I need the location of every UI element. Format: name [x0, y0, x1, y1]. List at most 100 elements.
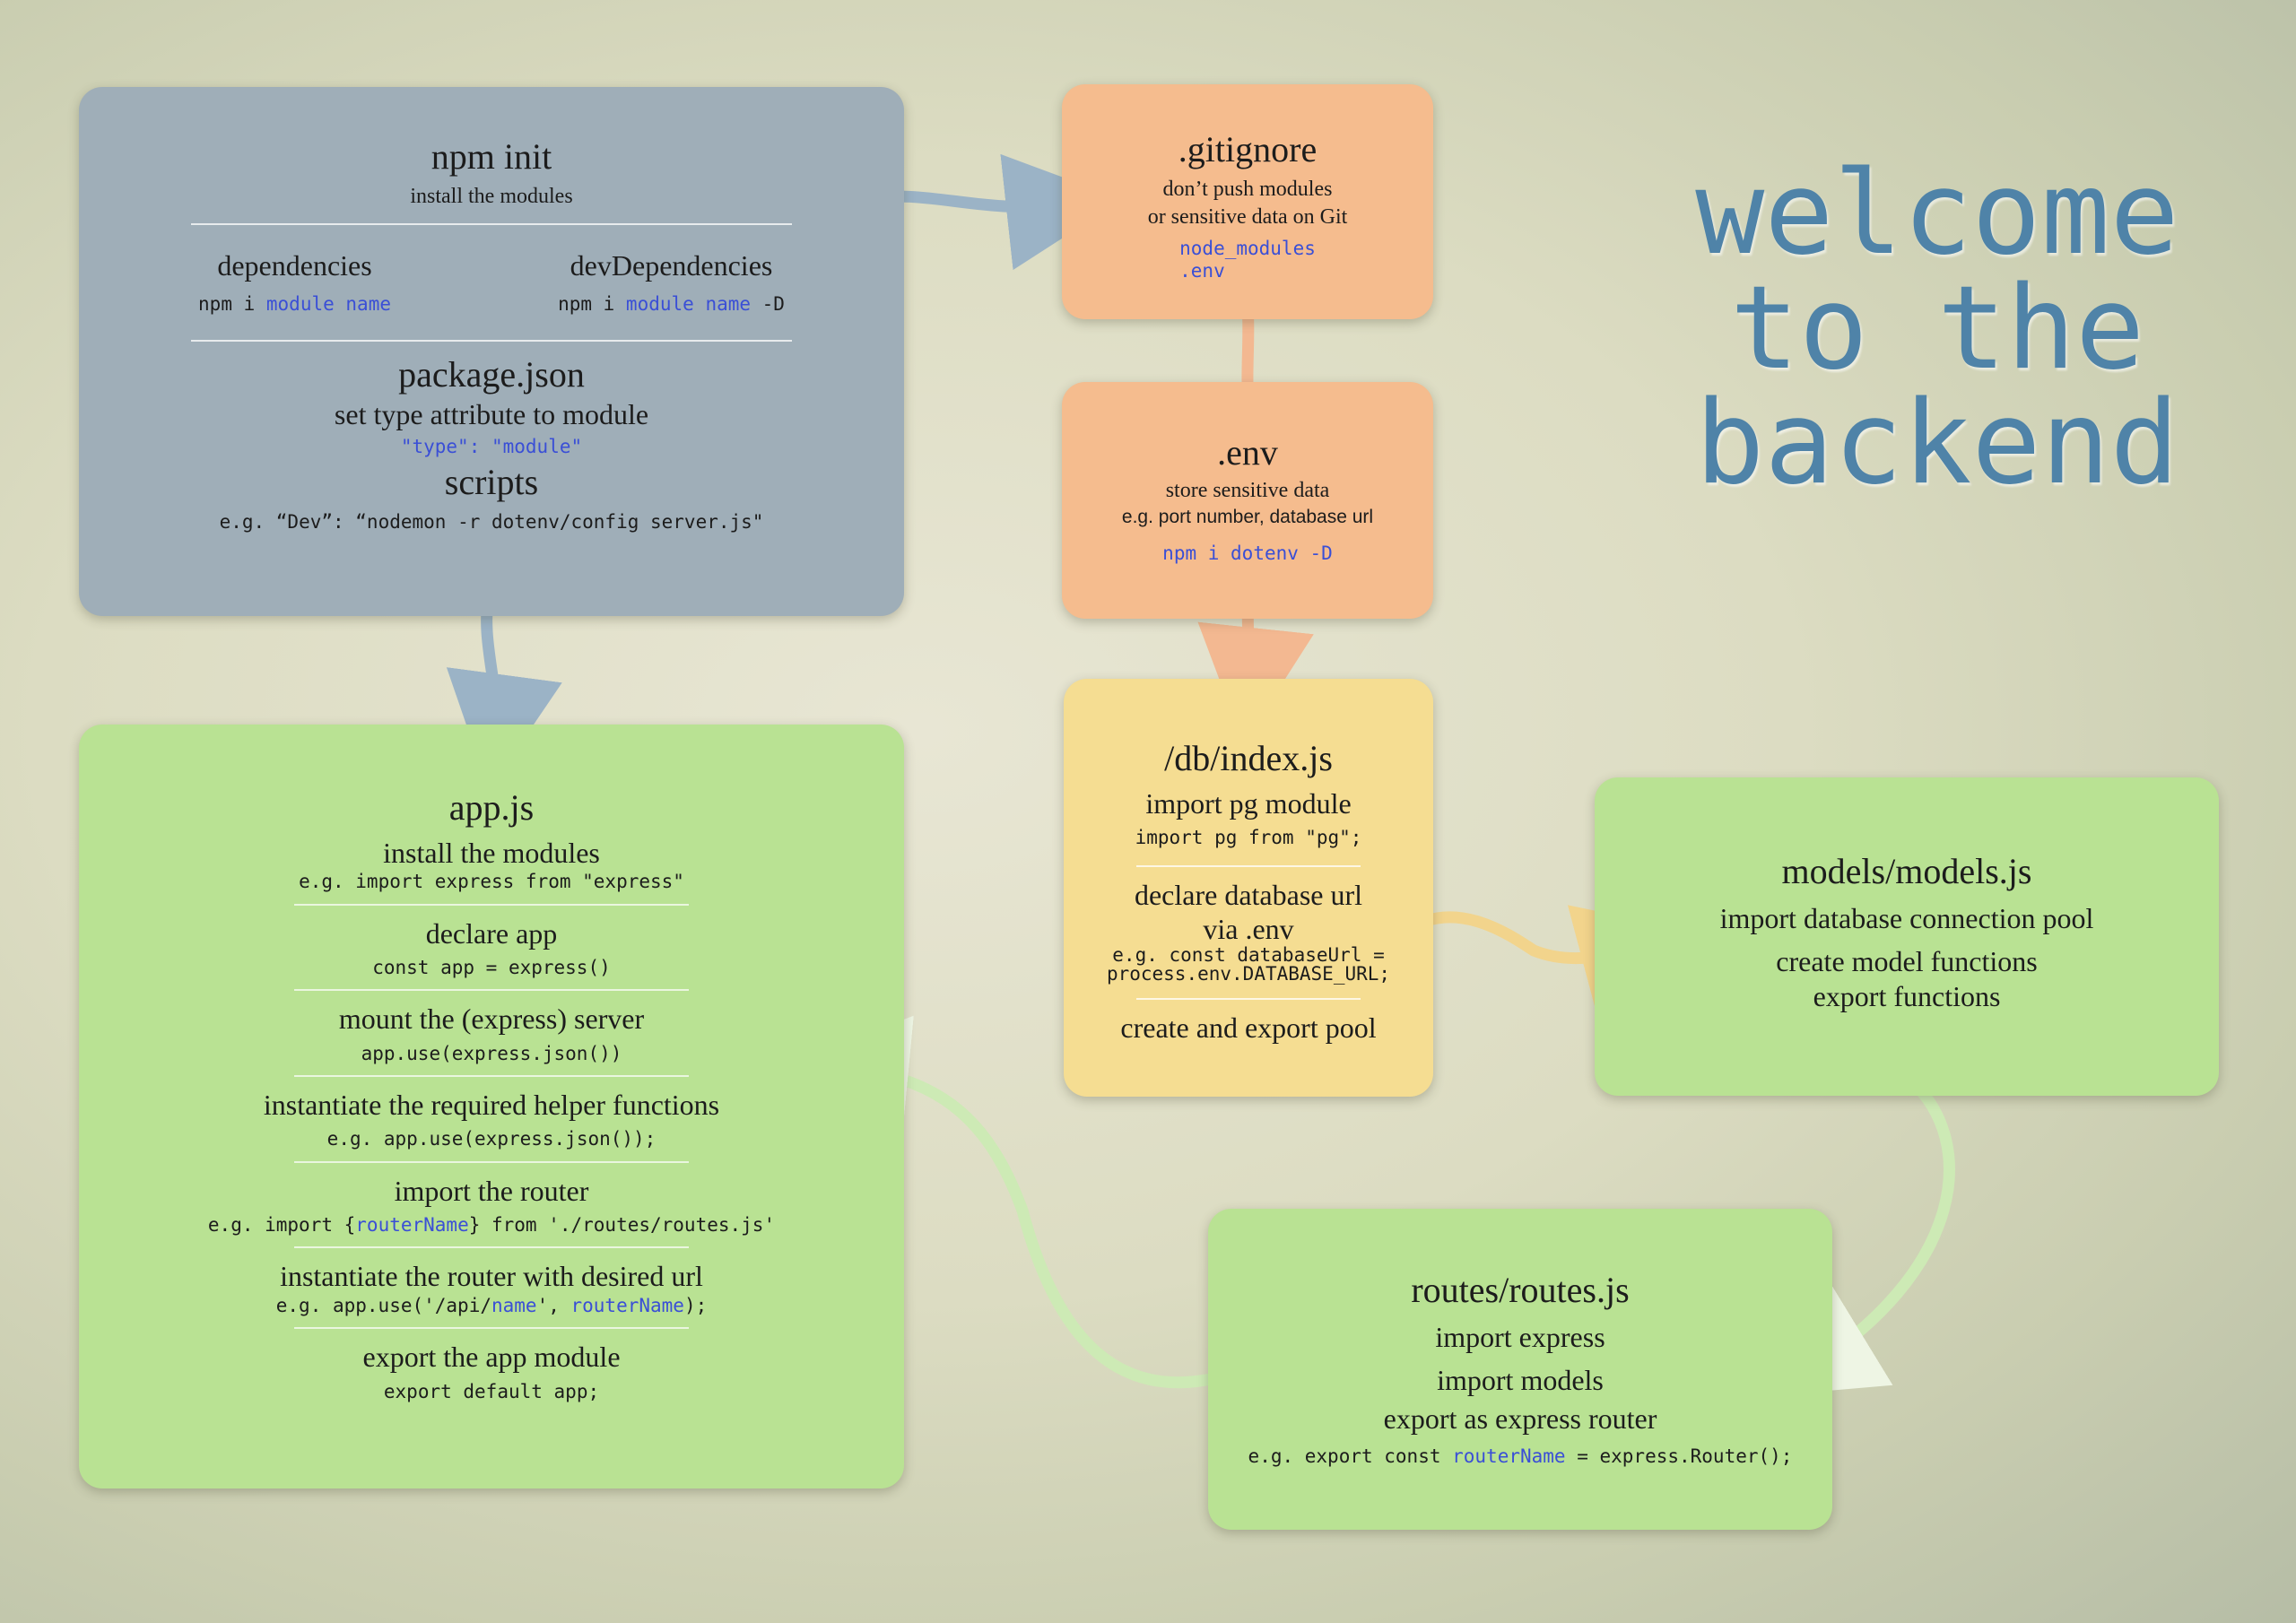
- package-json-subtitle: set type attribute to module: [334, 397, 649, 430]
- db-step3: create and export pool: [1120, 1011, 1377, 1045]
- models-title: models/models.js: [1781, 851, 2032, 891]
- divider: [294, 903, 689, 906]
- cmd-name: name: [705, 292, 752, 315]
- step-code: e.g. import {routerName} from './routes/…: [79, 1213, 904, 1237]
- divider: [1136, 864, 1361, 867]
- code-prefix: e.g. export const: [1248, 1445, 1453, 1468]
- code-suffix: = express.Router();: [1565, 1445, 1793, 1468]
- db-step1: import pg module: [1145, 787, 1352, 820]
- step-code: const app = express(): [372, 957, 611, 979]
- step-title: import the router: [394, 1174, 589, 1207]
- gitignore-code-env: .env: [1179, 259, 1225, 282]
- step-code: e.g. import express from "express": [299, 871, 684, 893]
- app-step-install: install the modules e.g. import express …: [79, 836, 904, 895]
- app-step-instantiate-router: instantiate the router with desired url …: [79, 1259, 904, 1318]
- app-step-declare: declare app const app = express(): [79, 916, 904, 981]
- code-part: } from './routes/routes.js': [468, 1214, 776, 1237]
- step-title: install the modules: [383, 837, 600, 869]
- npm-init-subtitle: install the modules: [410, 185, 573, 208]
- env-code: npm i dotenv -D: [1162, 542, 1333, 565]
- env-line2: e.g. port number, database url: [1121, 507, 1374, 528]
- step-title: instantiate the required helper function…: [263, 1089, 720, 1122]
- gitignore-box: .gitignore don’t push modules or sensiti…: [1062, 84, 1433, 319]
- models-box: models/models.js import database connect…: [1595, 777, 2219, 1096]
- env-box: .env store sensitive data e.g. port numb…: [1062, 382, 1433, 619]
- code-name: name: [491, 1294, 537, 1316]
- code-part: e.g. app.use('/api/: [275, 1294, 491, 1316]
- step-title: declare app: [425, 916, 558, 950]
- scripts-code: e.g. “Dev”: “nodemon -r dotenv/config se…: [219, 510, 764, 533]
- welcome-heading: welcome to the backend: [1668, 157, 2206, 501]
- app-js-box: app.js install the modules e.g. import e…: [79, 725, 904, 1488]
- cmd-prefix: npm i: [558, 292, 626, 315]
- cmd-suffix: -D: [751, 292, 785, 315]
- db-code1: import pg from "pg";: [1135, 827, 1362, 849]
- step-code: e.g. app.use(express.json());: [326, 1128, 657, 1150]
- cmd-module: module: [265, 292, 335, 315]
- routes-title: routes/routes.js: [1411, 1270, 1630, 1310]
- divider: [191, 339, 792, 342]
- welcome-line1: welcome: [1695, 147, 2179, 281]
- dependencies-command: npm i module name: [198, 292, 391, 317]
- step-title: mount the (express) server: [338, 1002, 645, 1036]
- code-router-name: routerName: [1452, 1445, 1566, 1468]
- gitignore-line1: don’t push modules: [1162, 178, 1333, 201]
- divider: [294, 1246, 689, 1249]
- app-step-mount: mount the (express) server app.use(expre…: [79, 1002, 904, 1066]
- code-router-name: routerName: [355, 1214, 469, 1237]
- code-part: e.g. import {: [207, 1214, 356, 1237]
- dev-dependencies-section: devDependencies npm i module name -D: [558, 248, 785, 317]
- cmd-name: name: [345, 292, 391, 315]
- package-json-code: "type": "module": [400, 436, 583, 458]
- env-line1: store sensitive data: [1165, 479, 1330, 502]
- divider: [294, 1160, 689, 1163]
- arrow-npm-to-app: [446, 587, 562, 791]
- db-step2a: declare database url: [1134, 878, 1363, 911]
- welcome-line2: to the: [1729, 262, 2145, 395]
- step-title: export the app module: [362, 1341, 621, 1374]
- step-title: instantiate the router with desired url: [280, 1260, 703, 1293]
- models-line1: import database connection pool: [1719, 902, 2094, 934]
- routes-line3: export as express router: [1383, 1402, 1657, 1435]
- app-title: app.js: [448, 787, 535, 828]
- step-code: export default app;: [383, 1380, 600, 1402]
- step-code: app.use(express.json()): [361, 1042, 622, 1064]
- gitignore-line2: or sensitive data on Git: [1147, 205, 1348, 230]
- divider: [294, 1075, 689, 1078]
- gitignore-title: .gitignore: [1178, 129, 1318, 169]
- divider: [191, 223, 792, 226]
- dev-dependencies-label: devDependencies: [570, 249, 773, 282]
- env-title: .env: [1217, 432, 1278, 473]
- npm-init-box: npm init install the modules dependencie…: [79, 87, 904, 616]
- scripts-title: scripts: [444, 461, 539, 502]
- routes-box: routes/routes.js import express import m…: [1208, 1209, 1832, 1530]
- welcome-line3: backend: [1695, 377, 2179, 510]
- app-step-export: export the app module export default app…: [79, 1340, 904, 1404]
- db-index-box: /db/index.js import pg module import pg …: [1064, 679, 1433, 1097]
- models-line3: export functions: [1813, 979, 2001, 1012]
- gitignore-code-node-modules: node_modules: [1179, 238, 1316, 260]
- db-code2a: e.g. const databaseUrl =: [1112, 944, 1385, 967]
- routes-line1: import express: [1435, 1321, 1605, 1353]
- cmd-module: module: [625, 292, 694, 315]
- divider: [1136, 998, 1361, 1001]
- cmd-prefix: npm i: [198, 292, 266, 315]
- db-code2b: process.env.DATABASE_URL;: [1106, 963, 1391, 985]
- routes-line2: import models: [1437, 1364, 1604, 1397]
- models-line2: create model functions: [1776, 945, 2038, 978]
- divider: [294, 989, 689, 992]
- code-router-name: routerName: [570, 1294, 684, 1316]
- dependencies-label: dependencies: [217, 249, 372, 282]
- divider: [294, 1327, 689, 1330]
- app-step-import-router: import the router e.g. import {routerNam…: [79, 1174, 904, 1238]
- db-title: /db/index.js: [1164, 738, 1333, 778]
- package-json-title: package.json: [398, 353, 585, 395]
- step-code: e.g. app.use('/api/name', routerName);: [79, 1294, 904, 1318]
- app-step-helpers: instantiate the required helper function…: [79, 1088, 904, 1152]
- routes-code: e.g. export const routerName = express.R…: [1208, 1445, 1832, 1469]
- npm-init-title: npm init: [430, 136, 552, 177]
- dev-dependencies-command: npm i module name -D: [558, 292, 785, 317]
- code-part: );: [683, 1294, 708, 1316]
- dependencies-section: dependencies npm i module name: [198, 248, 391, 317]
- code-part: ',: [536, 1294, 571, 1316]
